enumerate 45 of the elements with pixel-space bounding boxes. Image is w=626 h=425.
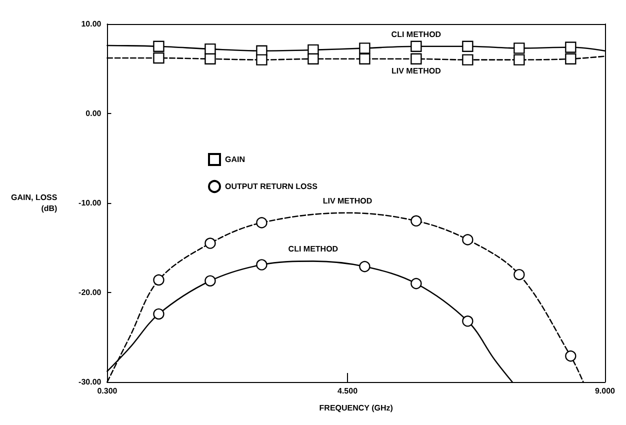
point <box>204 238 216 249</box>
point <box>153 274 164 286</box>
point <box>153 40 164 52</box>
point <box>410 278 422 290</box>
point <box>359 42 370 54</box>
y-tick-label: -30.00 <box>78 378 102 386</box>
y-tick-label: -10.00 <box>78 198 102 208</box>
x-axis-title: FREQUENCY (GHz) <box>319 404 394 412</box>
point <box>256 259 268 270</box>
point <box>204 53 216 65</box>
y-axis-title: GAIN, LOSS (dB) <box>10 193 58 213</box>
y-tick-label: -20.00 <box>78 288 102 297</box>
point <box>256 217 268 228</box>
point <box>462 54 474 66</box>
legend-label: OUTPUT RETURN LOSS <box>225 182 318 191</box>
series-label: CLI METHOD <box>391 30 442 39</box>
point <box>462 234 474 246</box>
series-label: CLI METHOD <box>288 244 338 254</box>
legend-label: GAIN <box>225 155 246 164</box>
point <box>462 316 474 327</box>
point <box>410 53 422 65</box>
y-tick-label: 10.00 <box>81 20 102 28</box>
point <box>308 53 319 65</box>
y-tick-label: 0.00 <box>86 109 102 118</box>
point <box>153 52 164 64</box>
point <box>359 53 370 65</box>
x-tick-label: 4.500 <box>338 386 358 396</box>
series-label: LIV METHOD <box>392 66 442 76</box>
point <box>410 215 422 226</box>
point <box>410 40 422 52</box>
point <box>514 269 525 280</box>
point <box>153 308 164 320</box>
point <box>204 275 216 286</box>
point <box>204 43 216 55</box>
point <box>514 42 525 54</box>
point <box>565 350 576 362</box>
point <box>565 53 576 65</box>
series-label: LIV METHOD <box>322 196 372 206</box>
point <box>565 42 576 53</box>
point <box>514 54 525 66</box>
point <box>359 260 370 272</box>
point <box>462 40 474 52</box>
x-tick-label: 0.300 <box>97 386 118 396</box>
point <box>256 54 268 66</box>
x-tick-label: 9.000 <box>594 386 616 396</box>
